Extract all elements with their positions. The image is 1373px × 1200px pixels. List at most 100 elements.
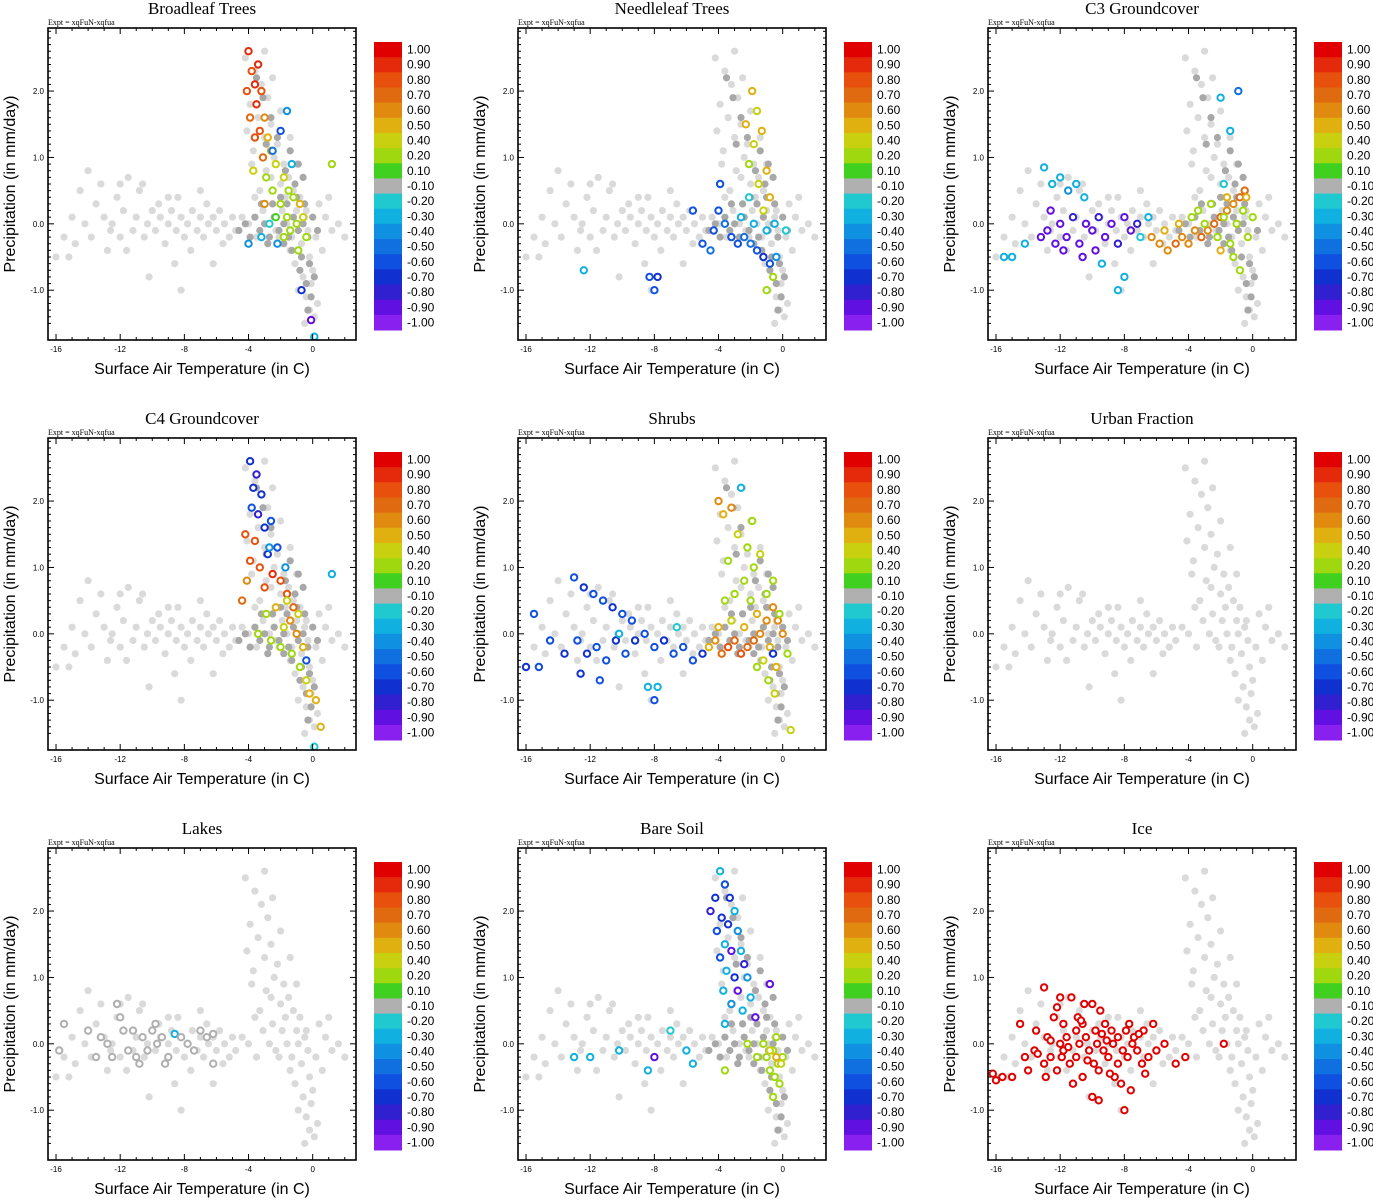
neutral-point — [1241, 200, 1249, 208]
background-point — [259, 617, 267, 625]
color-bar-segment — [1314, 1104, 1342, 1121]
data-point — [768, 603, 778, 612]
color-bar-segment — [844, 892, 872, 908]
neutral-point — [1220, 220, 1228, 228]
data-point — [281, 563, 290, 572]
background-point — [811, 643, 819, 651]
color-bar-segment — [374, 57, 402, 73]
background-point — [1069, 226, 1077, 235]
background-point — [219, 650, 227, 658]
background-point — [1178, 1033, 1186, 1041]
background-point — [1217, 590, 1225, 598]
x-tick-label: -16 — [990, 755, 1002, 764]
data-point — [306, 315, 316, 325]
background-point — [644, 603, 652, 611]
color-bar-label: 0.20 — [1347, 149, 1371, 163]
background-point — [1225, 173, 1233, 181]
background-point — [713, 537, 721, 545]
data-point — [148, 1026, 157, 1035]
data-point — [1081, 219, 1091, 229]
data-point — [302, 656, 311, 665]
background-point — [1226, 1066, 1234, 1074]
background-point — [666, 597, 675, 605]
background-point — [164, 630, 172, 638]
color-bar-label: 0.10 — [407, 164, 431, 178]
x-axis-label: Surface Air Temperature (in C) — [564, 361, 780, 378]
neutral-point — [302, 280, 310, 288]
background-point — [241, 54, 249, 62]
background-point — [1252, 643, 1260, 651]
neutral-point — [280, 240, 288, 248]
neutral-point — [256, 636, 264, 645]
background-point — [87, 643, 95, 651]
y-tick-label: 1.0 — [503, 153, 515, 162]
background-point — [275, 1053, 283, 1061]
data-point — [1226, 239, 1235, 248]
color-bar-segment — [1314, 314, 1342, 331]
data-point — [1059, 1019, 1068, 1029]
data-point — [521, 662, 531, 672]
color-bar-segment — [374, 983, 402, 999]
background-point — [761, 1080, 769, 1088]
background-point — [1183, 127, 1191, 135]
neutral-point — [721, 623, 729, 631]
background-point — [1172, 636, 1180, 645]
neutral-point — [737, 934, 745, 942]
neutral-point — [779, 623, 787, 631]
background-point — [1186, 920, 1194, 928]
neutral-point — [297, 253, 306, 261]
color-bar-segment — [374, 1089, 402, 1106]
background-point — [285, 993, 293, 1002]
data-point — [733, 986, 742, 995]
neutral-point — [301, 610, 309, 618]
background-point — [594, 993, 602, 1002]
background-point — [265, 1040, 273, 1048]
neutral-point — [265, 233, 273, 241]
data-point — [640, 629, 649, 638]
background-point — [1101, 650, 1109, 658]
color-bar-label: -0.80 — [1347, 285, 1373, 299]
background-point — [759, 187, 768, 195]
color-bar-label: -0.90 — [407, 1120, 435, 1134]
background-point — [232, 1046, 240, 1055]
x-tick-label: -8 — [1121, 345, 1129, 354]
data-point — [621, 649, 630, 658]
background-point — [727, 900, 736, 909]
data-point — [1229, 252, 1238, 262]
color-bar-segment — [374, 862, 402, 878]
color-bar-label: 1.00 — [877, 43, 901, 57]
background-point — [273, 140, 281, 148]
data-point — [1243, 232, 1253, 242]
background-point — [1213, 140, 1221, 148]
data-point — [1020, 1052, 1030, 1062]
neutral-point — [729, 914, 737, 922]
background-point — [658, 207, 667, 215]
background-point — [679, 213, 687, 221]
data-point — [765, 1046, 775, 1055]
neutral-point — [299, 173, 307, 181]
background-point — [731, 47, 739, 55]
color-bar-label: -0.90 — [1347, 1120, 1373, 1134]
background-point — [291, 670, 299, 678]
data-point — [119, 1026, 128, 1035]
neutral-point — [299, 583, 307, 592]
background-point — [621, 636, 630, 645]
background-point — [1043, 1066, 1051, 1074]
data-point — [730, 636, 739, 645]
neutral-point — [727, 1020, 736, 1028]
color-bar-label: -0.40 — [877, 634, 905, 648]
background-point — [273, 550, 281, 558]
background-point — [251, 1013, 259, 1021]
color-bar-segment — [844, 148, 872, 164]
background-point — [1181, 874, 1189, 882]
background-point — [737, 940, 745, 948]
background-point — [180, 643, 188, 651]
color-bar-segment — [1314, 284, 1342, 301]
data-point — [762, 166, 771, 175]
data-point — [91, 1052, 101, 1062]
background-point — [1210, 973, 1218, 982]
background-point — [1128, 1027, 1136, 1035]
data-point — [1134, 1029, 1144, 1039]
background-point — [341, 643, 349, 651]
background-point — [254, 524, 262, 532]
